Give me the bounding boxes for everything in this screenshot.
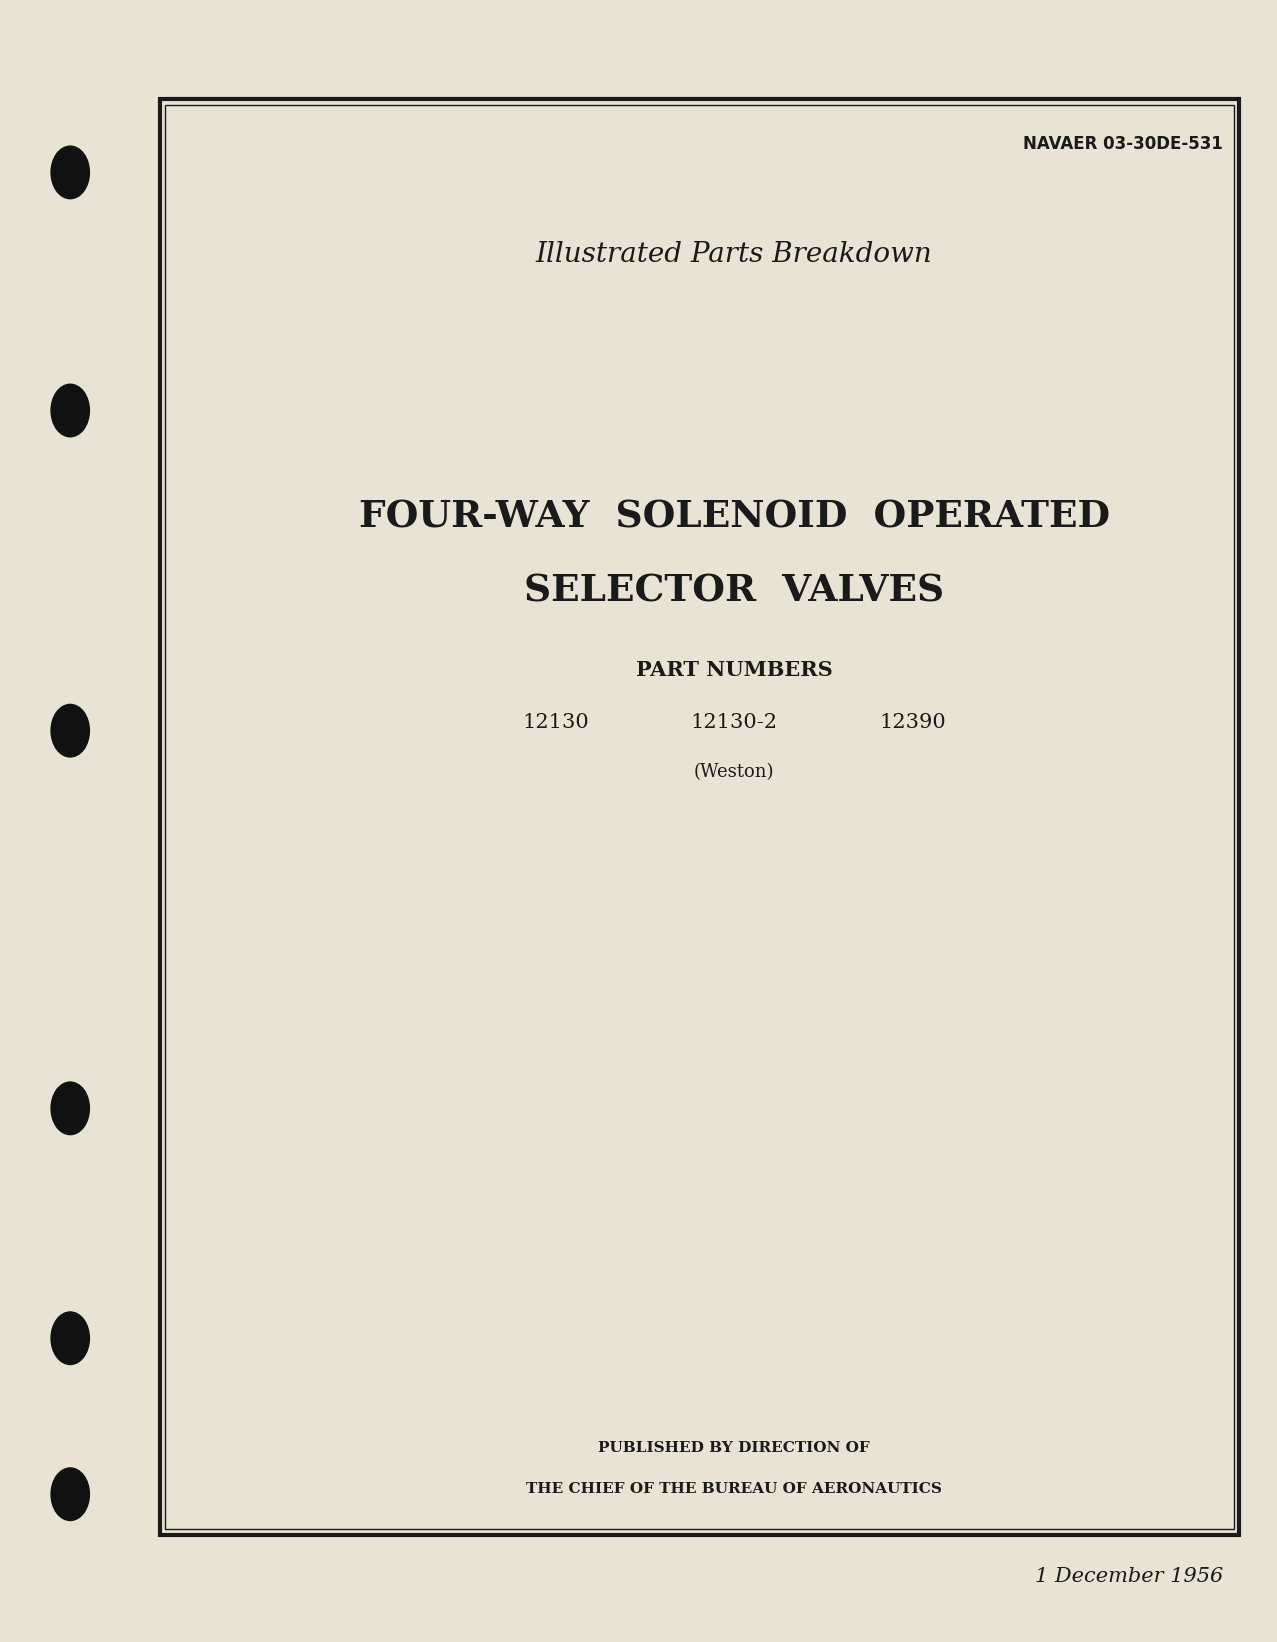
Text: PART NUMBERS: PART NUMBERS <box>636 660 833 680</box>
Text: 12130-2: 12130-2 <box>691 713 778 732</box>
Ellipse shape <box>51 384 89 437</box>
Text: THE CHIEF OF THE BUREAU OF AERONAUTICS: THE CHIEF OF THE BUREAU OF AERONAUTICS <box>526 1483 942 1496</box>
Text: NAVAER 03-30DE-531: NAVAER 03-30DE-531 <box>1023 136 1223 153</box>
Text: (Weston): (Weston) <box>693 764 775 780</box>
Ellipse shape <box>51 704 89 757</box>
Text: 1 December 1956: 1 December 1956 <box>1036 1566 1223 1586</box>
Ellipse shape <box>51 1082 89 1135</box>
Ellipse shape <box>51 1312 89 1365</box>
Text: 12390: 12390 <box>880 713 946 732</box>
Text: PUBLISHED BY DIRECTION OF: PUBLISHED BY DIRECTION OF <box>599 1442 870 1455</box>
Text: SELECTOR  VALVES: SELECTOR VALVES <box>525 573 944 609</box>
Text: 12130: 12130 <box>522 713 589 732</box>
Text: Illustrated Parts Breakdown: Illustrated Parts Breakdown <box>536 241 932 268</box>
Ellipse shape <box>51 146 89 199</box>
Bar <box>165 105 1234 1529</box>
Text: FOUR-WAY  SOLENOID  OPERATED: FOUR-WAY SOLENOID OPERATED <box>359 499 1110 535</box>
Ellipse shape <box>51 1468 89 1520</box>
Bar <box>160 99 1239 1535</box>
